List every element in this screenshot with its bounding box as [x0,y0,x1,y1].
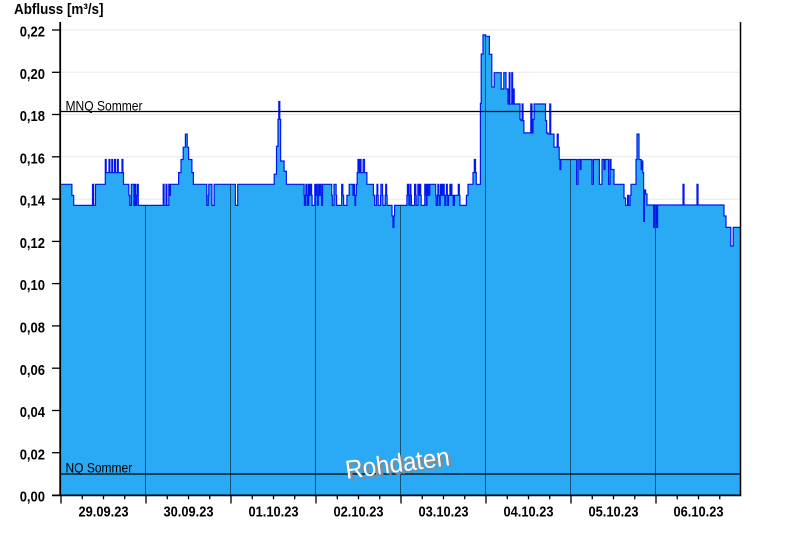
svg-text:Abfluss [m³/s]: Abfluss [m³/s] [14,1,104,18]
svg-text:03.10.23: 03.10.23 [419,504,469,521]
svg-text:05.10.23: 05.10.23 [589,504,639,521]
svg-text:01.10.23: 01.10.23 [249,504,299,521]
svg-text:0,12: 0,12 [20,235,45,252]
svg-text:04.10.23: 04.10.23 [504,504,554,521]
svg-text:0,16: 0,16 [20,150,45,167]
svg-text:0,14: 0,14 [20,193,46,210]
svg-text:02.10.23: 02.10.23 [334,504,384,521]
svg-text:0,02: 0,02 [20,446,45,463]
svg-text:0,10: 0,10 [20,277,45,294]
svg-text:0,22: 0,22 [20,24,45,41]
svg-text:29.09.23: 29.09.23 [79,504,129,521]
svg-text:0,08: 0,08 [20,320,45,337]
svg-text:0,20: 0,20 [20,66,45,83]
svg-text:0,00: 0,00 [20,489,45,506]
svg-text:NQ Sommer: NQ Sommer [66,460,133,476]
svg-text:0,04: 0,04 [20,404,46,421]
svg-text:0,06: 0,06 [20,362,45,379]
svg-text:0,18: 0,18 [20,108,45,125]
svg-text:06.10.23: 06.10.23 [674,504,724,521]
svg-text:30.09.23: 30.09.23 [164,504,214,521]
svg-text:MNQ Sommer: MNQ Sommer [66,97,143,113]
